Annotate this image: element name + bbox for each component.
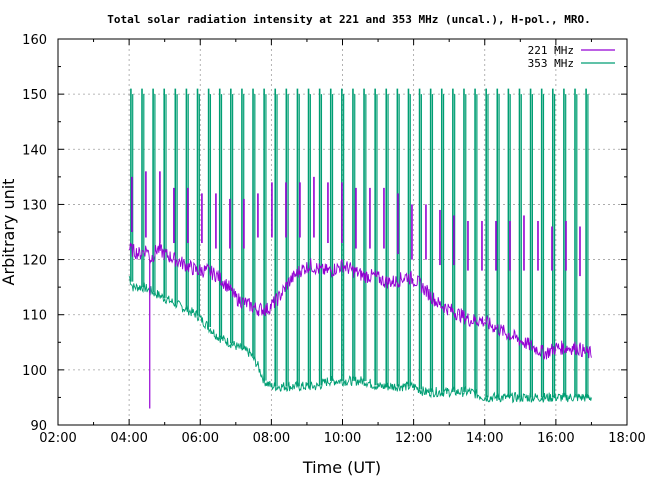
x-tick-label: 10:00 bbox=[324, 431, 361, 446]
x-tick-label: 18:00 bbox=[608, 431, 645, 446]
x-tick-label: 14:00 bbox=[466, 431, 503, 446]
y-tick-label: 140 bbox=[22, 143, 47, 158]
x-tick-label: 04:00 bbox=[110, 431, 147, 446]
x-tick-label: 08:00 bbox=[253, 431, 290, 446]
ticks bbox=[57, 38, 628, 426]
legend-label-353: 353 MHz bbox=[528, 57, 574, 70]
y-tick-label: 90 bbox=[30, 419, 47, 434]
tick-labels: 02:00 04:00 06:00 08:00 10:00 12:00 14:00 16:00… bbox=[22, 33, 646, 446]
chart-title: Total solar radiation intensity at 221 a… bbox=[107, 13, 590, 26]
x-axis-label: Time (UT) bbox=[302, 458, 381, 477]
legend-label-221: 221 MHz bbox=[528, 44, 574, 57]
y-tick-label: 120 bbox=[22, 254, 47, 269]
series-layer bbox=[128, 88, 592, 409]
x-tick-label: 16:00 bbox=[537, 431, 574, 446]
series-353-line bbox=[128, 275, 592, 404]
y-tick-label: 130 bbox=[22, 198, 47, 213]
y-axis-label: Arbitrary unit bbox=[0, 179, 18, 286]
y-tick-label: 160 bbox=[22, 33, 47, 48]
x-tick-label: 12:00 bbox=[395, 431, 432, 446]
y-tick-label: 100 bbox=[22, 364, 47, 379]
legend: 221 MHz 353 MHz bbox=[528, 44, 615, 70]
x-tick-label: 06:00 bbox=[182, 431, 219, 446]
x-tick-label: 02:00 bbox=[39, 431, 76, 446]
y-tick-label: 150 bbox=[22, 88, 47, 103]
y-tick-label: 110 bbox=[22, 309, 47, 324]
series-221-line bbox=[128, 242, 592, 360]
